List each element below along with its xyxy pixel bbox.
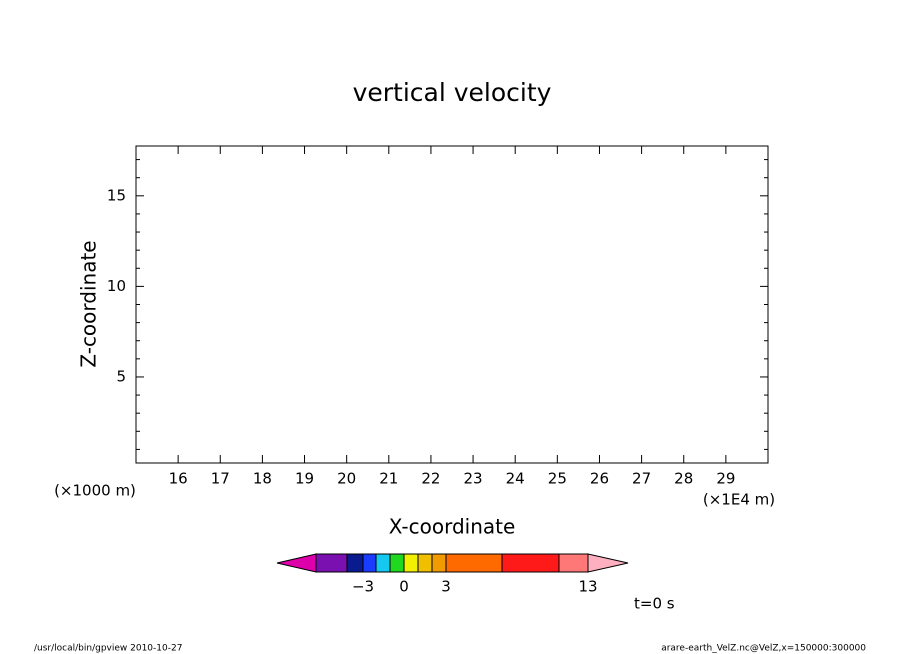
x-axis-label: X-coordinate (389, 515, 516, 539)
colorbar-label: −3 (352, 578, 374, 596)
x-tick-label: 27 (632, 470, 651, 488)
x-tick-label: 18 (253, 470, 272, 488)
colorbar-arrow (276, 553, 317, 573)
colorbar-arrow (587, 553, 629, 573)
colorbar-box (558, 553, 589, 573)
colorbar-box (362, 553, 377, 573)
x-tick-label: 29 (716, 470, 735, 488)
colorbar-label: 0 (399, 578, 409, 596)
colorbar-box (346, 553, 364, 573)
colorbar-box (375, 553, 391, 573)
colorbar-box (417, 553, 433, 573)
y-unit-note: (×1000 m) (54, 482, 136, 500)
colorbar-box (445, 553, 503, 573)
x-tick-label: 28 (674, 470, 693, 488)
x-tick-label: 16 (169, 470, 188, 488)
y-axis-label: Z-coordinate (77, 240, 101, 367)
y-tick-label: 10 (107, 277, 126, 295)
x-tick-label: 26 (590, 470, 609, 488)
chart-title: vertical velocity (353, 78, 552, 107)
x-tick-label: 17 (211, 470, 230, 488)
colorbar-box (403, 553, 419, 573)
time-note: t=0 s (634, 595, 675, 613)
x-tick-label: 19 (295, 470, 314, 488)
footer-left: /usr/local/bin/gpview 2010-10-27 (34, 644, 182, 654)
colorbar-box (389, 553, 405, 573)
x-tick-label: 22 (421, 470, 440, 488)
x-tick-label: 23 (464, 470, 483, 488)
x-tick-label: 21 (379, 470, 398, 488)
x-tick-label: 24 (506, 470, 525, 488)
x-tick-label: 25 (548, 470, 567, 488)
colorbar-box (431, 553, 447, 573)
colorbar-box (315, 553, 348, 573)
colorbar-label: 3 (441, 578, 451, 596)
x-unit-note: (×1E4 m) (703, 491, 775, 509)
colorbar-box (501, 553, 560, 573)
y-tick-label: 15 (107, 186, 126, 204)
x-tick-label: 20 (337, 470, 356, 488)
y-tick-label: 5 (116, 367, 126, 385)
footer-right: arare-earth_VelZ.nc@VelZ,x=150000:300000 (661, 644, 866, 654)
plot-frame (135, 145, 769, 464)
colorbar-label: 13 (578, 578, 597, 596)
